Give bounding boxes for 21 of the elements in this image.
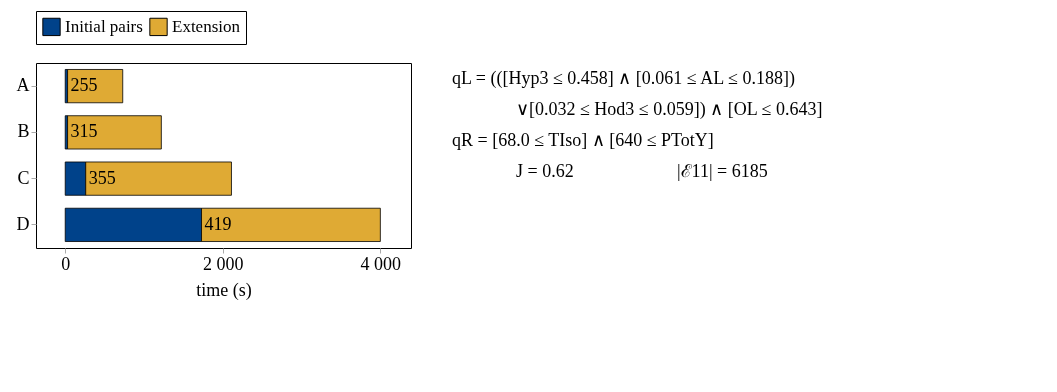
- x-tick-label: 4 000: [360, 253, 402, 274]
- x-axis-title: time (s): [196, 279, 252, 301]
- bar: [67, 115, 162, 150]
- text: qL = (([Hyp3 ≤ 0.458] ∧ [0.061 ≤ AL ≤ 0.188]): [452, 67, 795, 89]
- text: qR = [68.0 ≤ TIso] ∧ [640 ≤ PTotY]: [452, 130, 714, 151]
- y-tick-label: D: [16, 213, 30, 234]
- x-tick-label: 0: [61, 253, 71, 274]
- text: J = 0.62: [516, 161, 574, 182]
- y-tick-label: C: [17, 167, 30, 188]
- y-tick-label: A: [16, 75, 30, 96]
- legend-label: Initial pairs: [65, 16, 143, 36]
- text: ∨[0.032 ≤ Hod3 ≤ 0.059]) ∧ [OL ≤ 0.643]: [516, 98, 823, 120]
- annotation: 419: [204, 213, 232, 234]
- y-tick-label: B: [17, 121, 30, 142]
- legend-label: Extension: [172, 16, 241, 36]
- annotation: 315: [70, 121, 98, 142]
- annotation: 255: [70, 75, 98, 96]
- x-tick-label: 2 000: [203, 253, 244, 274]
- text: |ℰ11| = 6185: [677, 161, 768, 182]
- bar: [67, 69, 124, 104]
- annotation: 355: [88, 167, 116, 188]
